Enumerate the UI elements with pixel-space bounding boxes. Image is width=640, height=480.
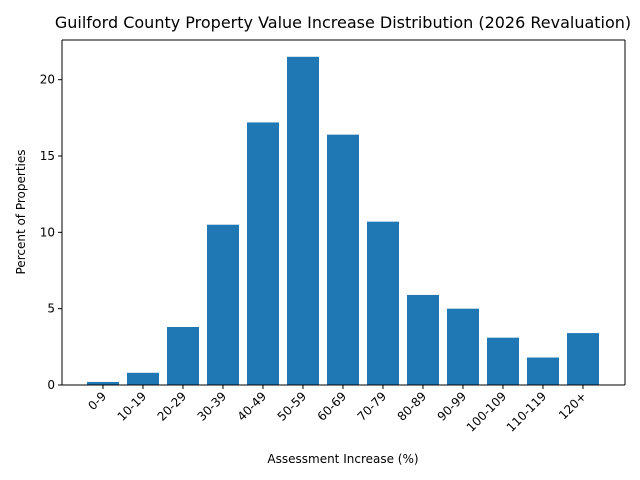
bar-20-29 xyxy=(167,326,199,385)
bar-100-109 xyxy=(487,337,519,385)
y-axis-label: Percent of Properties xyxy=(14,150,28,275)
bar-10-19 xyxy=(127,372,159,385)
y-tick-label: 15 xyxy=(40,149,55,163)
bar-120+ xyxy=(567,333,599,385)
bar-30-39 xyxy=(207,224,239,385)
y-axis-ticks: 0 5 10 15 20 xyxy=(40,73,62,392)
bar-70-79 xyxy=(367,221,399,385)
bar-110-119 xyxy=(527,357,559,385)
x-axis-label: Assessment Increase (%) xyxy=(267,452,418,466)
y-tick-label: 0 xyxy=(47,378,55,392)
y-tick-label: 5 xyxy=(47,302,55,316)
bar-90-99 xyxy=(447,308,479,385)
bar-40-49 xyxy=(247,122,279,386)
y-tick-label: 20 xyxy=(40,73,55,87)
chart-title: Guilford County Property Value Increase … xyxy=(55,13,631,32)
bars-group xyxy=(87,56,599,386)
y-tick-label: 10 xyxy=(40,225,55,239)
bar-60-69 xyxy=(327,134,359,385)
bar-80-89 xyxy=(407,294,439,385)
bar-0-9 xyxy=(87,381,119,385)
bar-50-59 xyxy=(287,56,319,386)
